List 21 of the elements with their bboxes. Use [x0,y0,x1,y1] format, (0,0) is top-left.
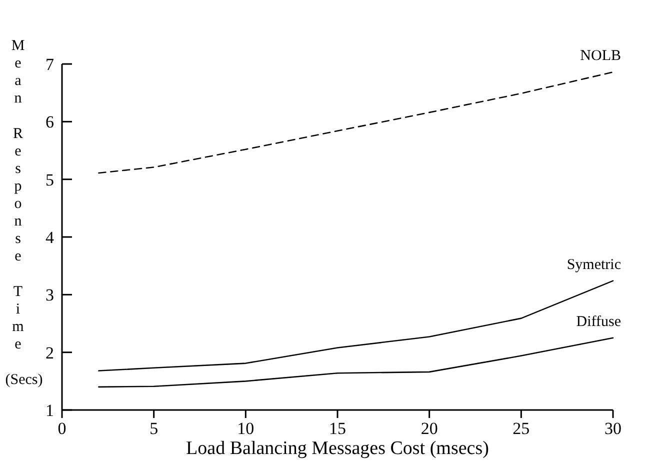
y-tick-label: 2 [46,343,54,362]
x-tick-label: 20 [420,419,438,438]
series-label: Diffuse [576,314,622,330]
x-tick-label: 10 [237,419,254,438]
y-tick-label: 4 [46,228,54,247]
x-tick-label: 0 [58,419,66,438]
y-tick-label: 6 [46,112,54,132]
line-series [98,71,614,174]
y-tick-label: 3 [46,286,54,305]
y-tick-label: 7 [46,54,54,74]
y-tick-label: 1 [46,400,54,420]
x-tick-label: 25 [512,419,530,438]
y-tick-label: 5 [46,170,54,190]
series-label: Symetric [566,256,622,273]
x-tick-label: 15 [329,419,346,438]
x-tick-label: 30 [604,419,622,438]
x-tick-label: 5 [150,419,158,438]
text: Mean Response Time (Secs) [5,38,43,388]
x-axis-title: Load Balancing Messages Cost (msecs) [186,438,489,459]
series-label: NOLB [580,48,621,64]
line-series [98,337,614,388]
